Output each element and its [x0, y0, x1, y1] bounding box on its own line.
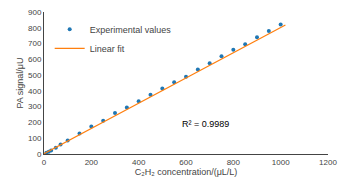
svg-text:Linear fit: Linear fit: [90, 44, 125, 54]
svg-text:800: 800: [28, 24, 42, 33]
svg-text:200: 200: [85, 158, 99, 167]
svg-text:800: 800: [227, 158, 241, 167]
svg-text:400: 400: [132, 158, 146, 167]
svg-text:1000: 1000: [272, 158, 290, 167]
svg-text:300: 300: [28, 102, 42, 111]
svg-text:0: 0: [37, 150, 42, 159]
svg-text:400: 400: [28, 87, 42, 96]
svg-text:0: 0: [42, 158, 47, 167]
svg-text:PA signal/μU: PA signal/μU: [15, 57, 25, 108]
svg-text:600: 600: [28, 55, 42, 64]
svg-text:900: 900: [28, 8, 42, 17]
svg-text:C₂H₂ concentration/(μL/L): C₂H₂ concentration/(μL/L): [135, 167, 238, 177]
svg-text:Experimental values: Experimental values: [90, 25, 172, 35]
svg-text:200: 200: [28, 118, 42, 127]
svg-text:R² = 0.9989: R² = 0.9989: [182, 119, 229, 129]
svg-text:1200: 1200: [319, 158, 337, 167]
svg-text:100: 100: [28, 134, 42, 143]
svg-text:700: 700: [28, 39, 42, 48]
svg-text:600: 600: [179, 158, 193, 167]
svg-text:500: 500: [28, 71, 42, 80]
